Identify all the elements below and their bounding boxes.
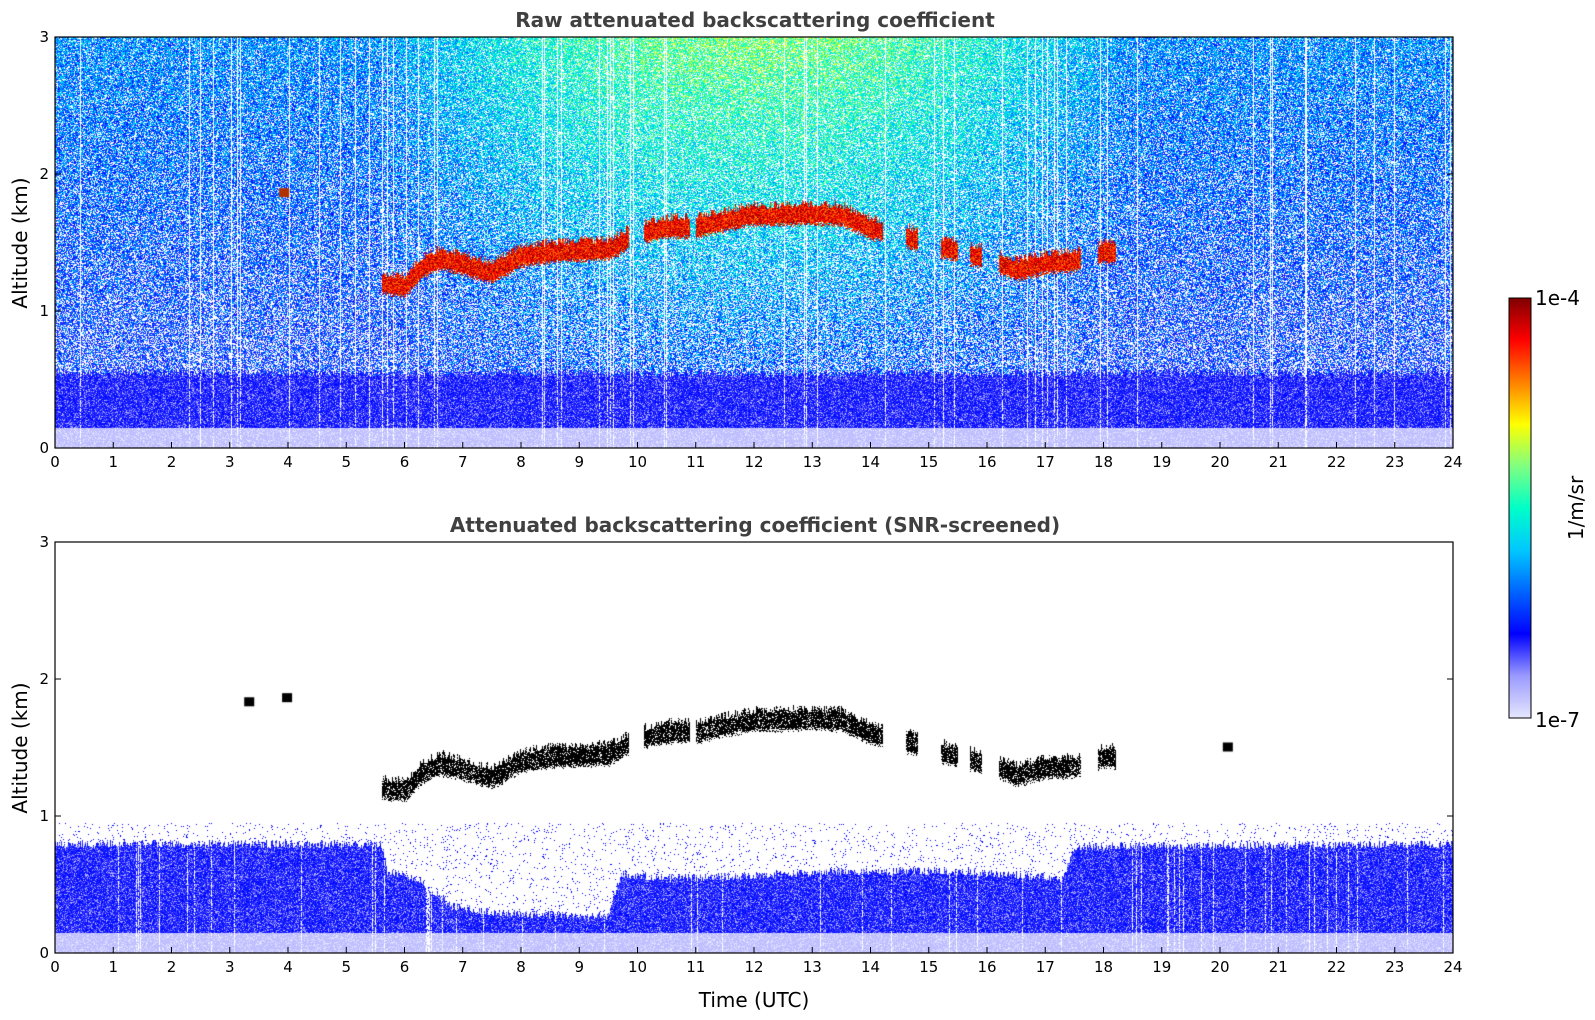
x-tick-label: 12	[744, 958, 763, 976]
x-tick-label: 5	[341, 453, 351, 471]
x-tick-label: 21	[1269, 958, 1288, 976]
y-tick-label: 1	[39, 807, 49, 825]
x-tick-label: 1	[108, 958, 118, 976]
x-tick-label: 15	[919, 453, 938, 471]
x-tick-label: 22	[1327, 453, 1346, 471]
x-tick-label: 17	[1036, 453, 1055, 471]
x-tick-label: 9	[574, 453, 584, 471]
x-tick-label: 8	[516, 453, 526, 471]
x-tick-label: 10	[628, 453, 647, 471]
x-tick-label: 9	[574, 958, 584, 976]
x-tick-label: 1	[108, 453, 118, 471]
x-tick-label: 16	[977, 958, 996, 976]
x-tick-label: 18	[1094, 453, 1113, 471]
y-tick-label: 2	[39, 670, 49, 688]
x-tick-label: 11	[686, 958, 705, 976]
y-axis: 0 1 2 3	[39, 28, 1453, 457]
x-tick-label: 10	[628, 958, 647, 976]
screened-backscatter-panel: Attenuated backscattering coefficient (S…	[8, 513, 1463, 1012]
colorbar: 1e-4 1e-7 1/m/sr	[1508, 286, 1588, 732]
x-tick-label: 19	[1152, 958, 1171, 976]
x-tick-label: 11	[686, 453, 705, 471]
colorbar-max-label: 1e-4	[1535, 286, 1580, 310]
x-tick-label: 24	[1443, 958, 1462, 976]
x-tick-label: 20	[1210, 453, 1229, 471]
x-tick-label: 6	[400, 958, 410, 976]
y-tick-label: 1	[39, 302, 49, 320]
x-tick-label: 0	[50, 453, 60, 471]
x-tick-label: 5	[341, 958, 351, 976]
y-axis-label: Altitude (km)	[8, 177, 32, 308]
panel-title: Raw attenuated backscattering coefficien…	[515, 8, 995, 32]
colorbar-unit-label: 1/m/sr	[1564, 475, 1588, 540]
x-tick-label: 3	[225, 958, 235, 976]
x-tick-label: 24	[1443, 453, 1462, 471]
x-tick-label: 16	[977, 453, 996, 471]
x-tick-label: 4	[283, 453, 293, 471]
x-tick-label: 23	[1385, 958, 1404, 976]
x-tick-label: 14	[861, 958, 880, 976]
x-tick-label: 7	[458, 453, 468, 471]
x-tick-label: 19	[1152, 453, 1171, 471]
heatmap-image	[55, 542, 1453, 953]
panel-title: Attenuated backscattering coefficient (S…	[450, 513, 1060, 537]
heatmap-image	[55, 37, 1453, 448]
x-tick-label: 23	[1385, 453, 1404, 471]
x-tick-label: 8	[516, 958, 526, 976]
x-tick-label: 12	[744, 453, 763, 471]
x-tick-label: 2	[167, 958, 177, 976]
y-tick-label: 0	[39, 439, 49, 457]
x-tick-label: 21	[1269, 453, 1288, 471]
x-axis: 0 1 2 3 4 5 6 7 8 9 10 11 12 13 14 15 16 17 18 19 20 21 22 23 24	[50, 442, 1463, 471]
colorbar-min-label: 1e-7	[1535, 708, 1580, 732]
x-tick-label: 7	[458, 958, 468, 976]
colorbar-gradient	[1508, 297, 1532, 719]
x-tick-label: 4	[283, 958, 293, 976]
y-axis-label: Altitude (km)	[8, 682, 32, 813]
x-tick-label: 13	[803, 453, 822, 471]
x-tick-label: 18	[1094, 958, 1113, 976]
x-tick-label: 0	[50, 958, 60, 976]
y-tick-label: 0	[39, 944, 49, 962]
y-tick-label: 3	[39, 28, 49, 46]
y-tick-label: 3	[39, 533, 49, 551]
x-tick-label: 15	[919, 958, 938, 976]
x-tick-label: 20	[1210, 958, 1229, 976]
y-axis: 0 1 2 3	[39, 533, 1453, 962]
x-axis-label: Time (UTC)	[698, 988, 810, 1012]
x-tick-label: 17	[1036, 958, 1055, 976]
raw-backscatter-panel: Raw attenuated backscattering coefficien…	[8, 8, 1463, 471]
x-tick-label: 22	[1327, 958, 1346, 976]
x-tick-label: 2	[167, 453, 177, 471]
y-tick-label: 2	[39, 165, 49, 183]
x-tick-label: 3	[225, 453, 235, 471]
x-tick-label: 13	[803, 958, 822, 976]
x-tick-label: 14	[861, 453, 880, 471]
x-tick-label: 6	[400, 453, 410, 471]
x-axis: 0 1 2 3 4 5 6 7 8 9 10 11 12 13 14 15 16 17 18 19 20 21 22 23 24	[50, 947, 1463, 976]
